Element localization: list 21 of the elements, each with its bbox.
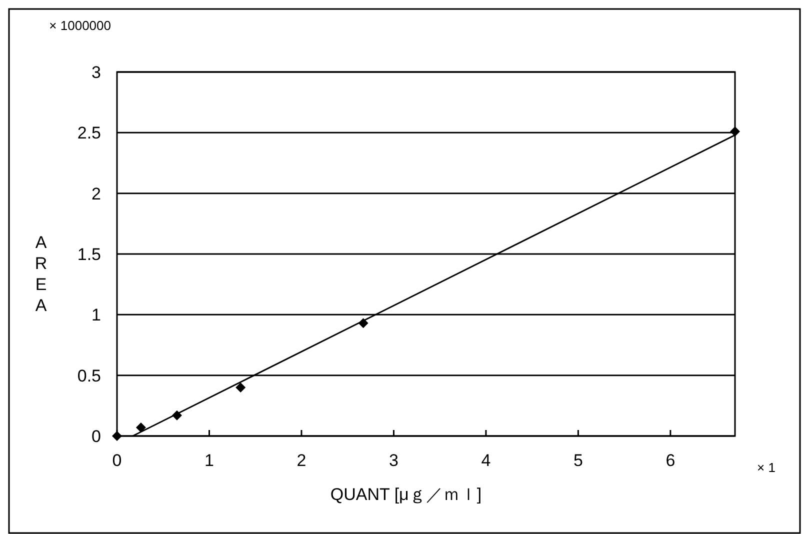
- x-tick-label: 2: [296, 451, 306, 470]
- y-tick-label: 2.5: [77, 124, 101, 143]
- y-tick-label: 1.5: [77, 245, 101, 264]
- y-tick-label: 0.5: [77, 366, 101, 386]
- text: × 1: [757, 460, 776, 475]
- point: [136, 422, 146, 433]
- y-tick-label: 0: [92, 427, 101, 446]
- text: × 1000000: [49, 18, 111, 33]
- x-tick-label: 1: [204, 451, 214, 470]
- y-axis-title: AREA: [34, 233, 48, 315]
- x-axis-title: QUANT [μｇ／ｍｌ]: [330, 485, 482, 504]
- y-tick-label: 1: [92, 306, 101, 325]
- y-tick-label: 3: [92, 63, 101, 82]
- y-tick-label: 2: [92, 184, 101, 204]
- x-tick-label: 0: [112, 451, 122, 470]
- x-tick-label: 3: [388, 451, 398, 470]
- x-tick-label: 4: [481, 451, 491, 470]
- x-tick-label: 6: [666, 451, 676, 470]
- x-tick-label: 5: [573, 451, 583, 470]
- point: [730, 126, 740, 136]
- point: [236, 382, 246, 392]
